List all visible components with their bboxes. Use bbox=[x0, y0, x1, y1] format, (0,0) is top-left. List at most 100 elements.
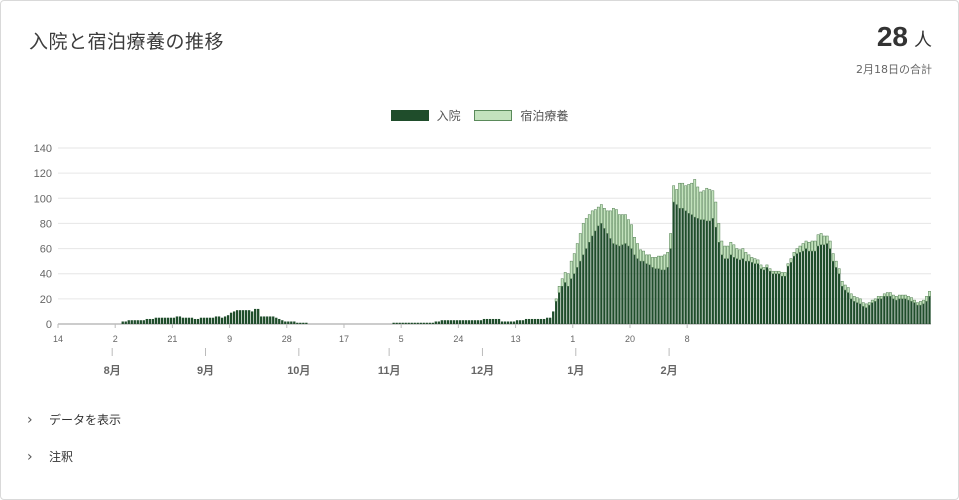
x-day-label: 13 bbox=[511, 334, 521, 344]
bar-hospital bbox=[527, 318, 531, 324]
bar-hospital bbox=[401, 322, 404, 324]
bar-hospital bbox=[744, 261, 748, 324]
bar-hospital bbox=[533, 318, 537, 324]
bar-hospital bbox=[512, 321, 516, 324]
bar-hotel bbox=[732, 244, 736, 258]
bar-hospital bbox=[127, 320, 130, 324]
bar-hospital bbox=[518, 320, 522, 324]
bar-hospital bbox=[819, 244, 823, 324]
bar-hospital bbox=[714, 227, 717, 324]
bar-hotel bbox=[678, 182, 682, 209]
bar-hospital bbox=[235, 310, 239, 324]
bar-hospital bbox=[795, 253, 799, 324]
bar-hospital bbox=[880, 298, 883, 324]
bar-hotel bbox=[741, 248, 745, 259]
bar-hotel bbox=[852, 296, 856, 302]
bar-hospital bbox=[169, 317, 173, 324]
bar-hospital bbox=[579, 261, 582, 324]
bar-hotel bbox=[657, 255, 660, 269]
bar-hospital bbox=[696, 218, 699, 324]
bar-hotel bbox=[858, 298, 862, 305]
bar-hotel bbox=[885, 292, 889, 297]
bar-hospital bbox=[780, 276, 784, 324]
bar-hospital bbox=[681, 208, 684, 324]
bar-hospital bbox=[720, 254, 723, 324]
bar-hospital bbox=[588, 242, 591, 324]
bar-hospital bbox=[907, 300, 910, 324]
bar-hotel bbox=[596, 206, 600, 227]
bar-hotel bbox=[633, 237, 636, 256]
bar-hotel bbox=[831, 253, 835, 262]
bar-hospital bbox=[750, 262, 754, 324]
bar-hospital bbox=[428, 322, 431, 324]
y-tick-label: 100 bbox=[34, 193, 52, 205]
bar-hotel bbox=[705, 187, 709, 222]
bar-hospital bbox=[139, 320, 142, 324]
bar-hospital bbox=[774, 273, 778, 324]
bar-hotel bbox=[780, 272, 784, 277]
bar-hospital bbox=[172, 317, 176, 324]
bar-hotel bbox=[783, 272, 787, 277]
bar-hotel bbox=[873, 298, 877, 302]
bar-hospital bbox=[476, 320, 480, 324]
bar-hotel bbox=[593, 209, 597, 232]
legend-item-hotel[interactable]: 宿泊療養 bbox=[474, 107, 568, 124]
bar-hotel bbox=[581, 223, 585, 256]
bar-hospital bbox=[883, 296, 886, 324]
bar-hospital bbox=[627, 246, 630, 324]
bar-hotel bbox=[624, 214, 627, 244]
bar-hospital bbox=[892, 298, 895, 324]
bar-hospital bbox=[825, 243, 829, 324]
bar-hotel bbox=[925, 296, 928, 302]
bar-hotel bbox=[916, 302, 919, 306]
bar-hospital bbox=[810, 251, 814, 324]
bar-hotel bbox=[900, 294, 904, 300]
bar-hotel bbox=[602, 208, 606, 229]
bar-hospital bbox=[874, 301, 877, 324]
bar-hospital bbox=[925, 301, 928, 324]
bar-hospital bbox=[594, 230, 597, 324]
bar-hospital bbox=[238, 310, 242, 324]
bar-hotel bbox=[855, 297, 859, 303]
bar-hotel bbox=[648, 254, 651, 266]
bar-hospital bbox=[217, 316, 221, 324]
bar-hotel bbox=[882, 293, 886, 297]
bar-hospital bbox=[458, 320, 462, 324]
bar-hospital bbox=[705, 220, 708, 324]
bar-hotel bbox=[891, 294, 895, 300]
bar-hospital bbox=[898, 298, 901, 324]
bar-hospital bbox=[223, 316, 227, 324]
bar-hotel bbox=[738, 249, 742, 261]
bar-hospital bbox=[302, 322, 305, 324]
bar-hotel bbox=[696, 186, 700, 219]
bar-hospital bbox=[835, 267, 838, 324]
bar-hospital bbox=[738, 259, 741, 324]
x-day-label: 28 bbox=[282, 334, 292, 344]
x-day-label: 9 bbox=[227, 334, 232, 344]
bar-hospital bbox=[582, 254, 585, 324]
bar-hospital bbox=[229, 312, 233, 324]
bar-hospital bbox=[425, 322, 428, 324]
bar-hotel bbox=[777, 270, 781, 274]
bar-hospital bbox=[422, 322, 425, 324]
bar-hospital bbox=[847, 292, 850, 324]
bar-hotel bbox=[792, 252, 796, 257]
notes-toggle[interactable]: › 注釈 bbox=[27, 448, 73, 465]
bar-hospital bbox=[639, 261, 642, 324]
bar-hotel bbox=[687, 184, 691, 214]
bar-hotel bbox=[663, 254, 666, 271]
bar-hotel bbox=[557, 286, 561, 293]
bar-hospital bbox=[765, 267, 769, 324]
bar-hospital bbox=[564, 282, 567, 324]
bar-hospital bbox=[455, 320, 459, 324]
bar-hospital bbox=[828, 248, 832, 324]
legend-item-hospital[interactable]: 入院 bbox=[390, 107, 461, 124]
bar-hospital bbox=[287, 321, 290, 324]
bar-hospital bbox=[573, 273, 576, 324]
bar-hospital bbox=[813, 251, 817, 324]
show-data-toggle[interactable]: › データを表示 bbox=[27, 411, 121, 428]
y-tick-label: 20 bbox=[40, 294, 52, 306]
bar-hospital bbox=[675, 204, 678, 324]
bar-hospital bbox=[657, 268, 660, 324]
bar-hospital bbox=[913, 302, 916, 324]
